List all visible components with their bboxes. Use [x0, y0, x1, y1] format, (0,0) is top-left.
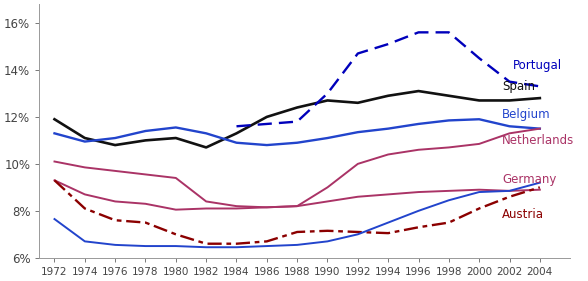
Text: Germany: Germany — [502, 173, 556, 186]
Text: Austria: Austria — [502, 208, 544, 221]
Text: Belgium: Belgium — [502, 108, 550, 121]
Text: Portugal: Portugal — [513, 59, 562, 72]
Text: Netherlands: Netherlands — [502, 134, 574, 147]
Text: Spain: Spain — [502, 80, 535, 93]
